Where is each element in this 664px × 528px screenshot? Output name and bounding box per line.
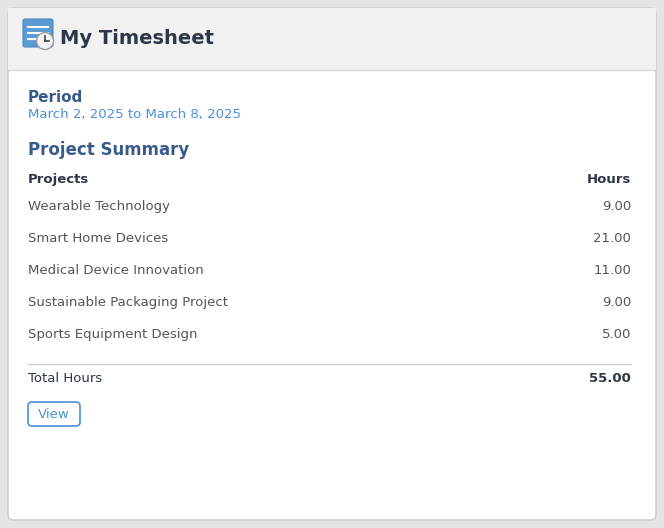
Text: 9.00: 9.00 [602, 200, 631, 213]
Text: Smart Home Devices: Smart Home Devices [28, 232, 168, 245]
Bar [8, 8, 656, 70]
Text: Total Hours: Total Hours [28, 372, 102, 385]
Text: 11.00: 11.00 [593, 264, 631, 277]
Text: View: View [38, 408, 70, 420]
Text: 9.00: 9.00 [602, 296, 631, 309]
Text: My Timesheet: My Timesheet [60, 30, 214, 49]
FancyBboxPatch shape [8, 8, 656, 520]
Circle shape [37, 33, 54, 50]
Text: Sustainable Packaging Project: Sustainable Packaging Project [28, 296, 228, 309]
Text: Sports Equipment Design: Sports Equipment Design [28, 328, 197, 341]
Bar [8, 62, 656, 70]
Text: Projects: Projects [28, 173, 89, 186]
FancyBboxPatch shape [23, 19, 53, 47]
Text: Project Summary: Project Summary [28, 141, 189, 159]
Text: Hours: Hours [586, 173, 631, 186]
FancyBboxPatch shape [8, 8, 656, 70]
Text: Period: Period [28, 90, 83, 105]
Text: Medical Device Innovation: Medical Device Innovation [28, 264, 204, 277]
FancyBboxPatch shape [28, 402, 80, 426]
Text: March 2, 2025 to March 8, 2025: March 2, 2025 to March 8, 2025 [28, 108, 241, 121]
Text: 5.00: 5.00 [602, 328, 631, 341]
Text: 55.00: 55.00 [589, 372, 631, 385]
Text: Wearable Technology: Wearable Technology [28, 200, 170, 213]
Text: 21.00: 21.00 [593, 232, 631, 245]
